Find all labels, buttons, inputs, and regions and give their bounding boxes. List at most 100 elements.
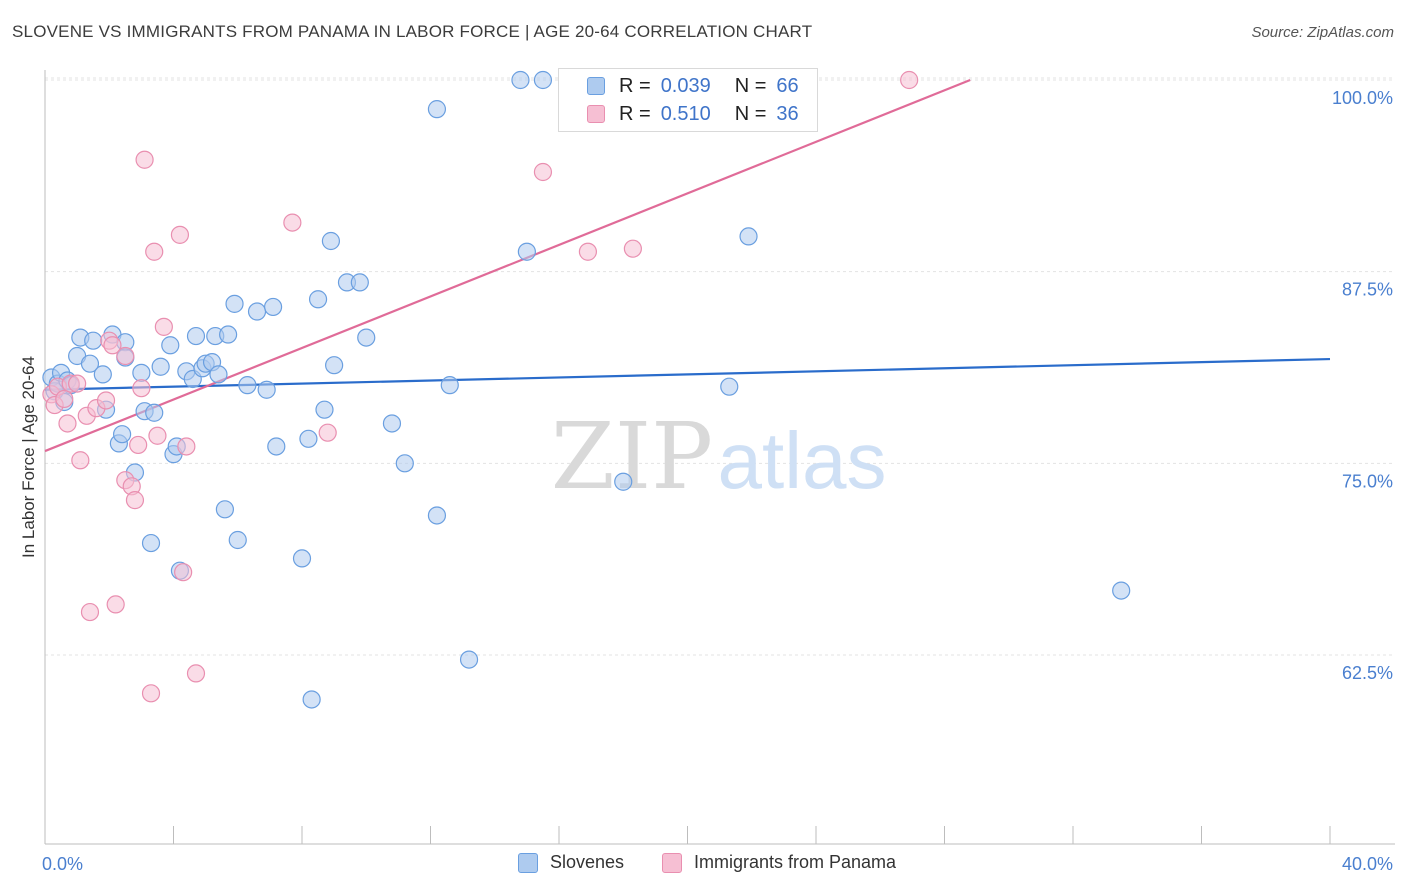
point-panama <box>154 317 173 336</box>
point-panama <box>174 563 193 582</box>
point-slovenes <box>357 328 376 347</box>
point-panama <box>106 595 125 614</box>
point-slovenes <box>228 530 247 550</box>
watermark-atlas: atlas <box>718 416 887 505</box>
point-slovenes <box>440 376 459 395</box>
point-panama <box>116 346 135 366</box>
point-slovenes <box>302 690 321 709</box>
legend-r-label: R = <box>619 102 651 125</box>
point-panama <box>103 336 122 355</box>
point-slovenes <box>299 429 318 448</box>
point-panama <box>623 239 642 258</box>
legend-swatch-panama <box>587 105 605 123</box>
point-slovenes <box>382 414 402 433</box>
point-slovenes <box>80 354 100 373</box>
legend-n-label: N = <box>734 74 767 97</box>
point-slovenes <box>614 472 633 491</box>
point-panama <box>135 150 154 169</box>
point-panama <box>900 70 919 90</box>
legend-item-slovenes[interactable]: Slovenes <box>518 852 624 873</box>
legend-n-value: 36 <box>776 102 799 125</box>
watermark: ZIP atlas <box>551 403 887 510</box>
point-slovenes <box>325 356 344 375</box>
point-slovenes <box>112 425 132 444</box>
point-panama <box>58 414 77 433</box>
point-slovenes <box>247 302 267 321</box>
trend-lines <box>44 78 1331 453</box>
point-slovenes <box>161 336 180 355</box>
x-tick-labels: 0.0% 40.0% <box>42 854 1393 874</box>
point-slovenes <box>151 357 170 376</box>
point-slovenes <box>427 100 447 119</box>
y-tick-labels: 62.5% 75.0% 87.5% 100.0% <box>1332 88 1393 683</box>
point-panama <box>177 437 196 456</box>
point-slovenes <box>219 325 238 344</box>
point-slovenes <box>209 365 228 384</box>
point-slovenes <box>720 377 739 396</box>
point-slovenes <box>215 500 234 519</box>
legend-label-slovenes: Slovenes <box>550 852 625 872</box>
point-panama <box>145 242 164 261</box>
y-tick-label: 75.0% <box>1342 471 1393 491</box>
point-slovenes <box>427 506 447 525</box>
point-slovenes <box>315 400 334 419</box>
point-slovenes <box>93 365 112 384</box>
y-tick-label: 100.0% <box>1332 88 1393 108</box>
legend-swatch-slovenes <box>587 77 605 95</box>
point-slovenes <box>517 242 536 261</box>
point-slovenes <box>225 294 244 313</box>
legend-r-value: 0.039 <box>660 74 711 97</box>
point-panama <box>148 426 167 445</box>
legend-swatch-slovenes <box>518 852 538 873</box>
x-tick-label-max: 40.0% <box>1342 854 1393 874</box>
point-slovenes <box>533 70 553 90</box>
point-slovenes <box>321 231 341 251</box>
point-slovenes <box>1112 581 1131 600</box>
watermark-zip: ZIP <box>551 403 713 510</box>
point-panama <box>125 491 145 510</box>
point-panama <box>141 684 161 703</box>
point-panama <box>283 213 302 232</box>
data-points <box>42 70 1131 709</box>
point-slovenes <box>186 326 206 346</box>
point-panama <box>129 435 148 455</box>
point-slovenes <box>459 650 479 669</box>
legend-item-panama[interactable]: Immigrants from Panama <box>662 852 896 873</box>
legend-row-panama: R = 0.510 N = 36 <box>587 100 799 128</box>
trend-line-panama <box>44 78 971 453</box>
point-slovenes <box>292 549 312 568</box>
gridlines <box>45 77 1395 656</box>
legend-swatch-panama <box>662 852 682 873</box>
stats-legend: R = 0.039 N = 66 R = 0.510 N = 36 <box>558 68 818 132</box>
point-slovenes <box>238 376 257 395</box>
point-panama <box>533 162 553 182</box>
point-slovenes <box>145 403 164 422</box>
point-panama <box>318 423 337 442</box>
y-axis-label: In Labor Force | Age 20-64 <box>19 356 38 558</box>
legend-r-label: R = <box>619 74 651 97</box>
legend-label-panama: Immigrants from Panama <box>694 852 897 872</box>
legend-row-slovenes: R = 0.039 N = 66 <box>587 72 799 100</box>
point-panama <box>170 225 190 244</box>
chart-title: SLOVENE VS IMMIGRANTS FROM PANAMA IN LAB… <box>12 22 813 41</box>
source-label: Source: ZipAtlas.com <box>1251 24 1394 41</box>
legend-r-value: 0.510 <box>660 102 711 125</box>
legend-n-value: 66 <box>776 74 799 97</box>
point-slovenes <box>395 454 414 473</box>
point-slovenes <box>267 437 286 456</box>
point-slovenes <box>132 363 151 382</box>
series-legend: Slovenes Immigrants from Panama <box>0 852 1406 878</box>
point-slovenes <box>308 290 328 309</box>
legend-n-label: N = <box>734 102 767 125</box>
point-panama <box>578 242 598 261</box>
point-panama <box>186 664 206 683</box>
y-tick-label: 87.5% <box>1342 280 1393 300</box>
point-panama <box>68 374 87 393</box>
point-slovenes <box>511 70 530 90</box>
point-slovenes <box>739 227 758 246</box>
point-panama <box>55 389 74 409</box>
point-panama <box>96 391 116 410</box>
point-slovenes <box>263 297 283 317</box>
axes <box>44 70 1395 845</box>
